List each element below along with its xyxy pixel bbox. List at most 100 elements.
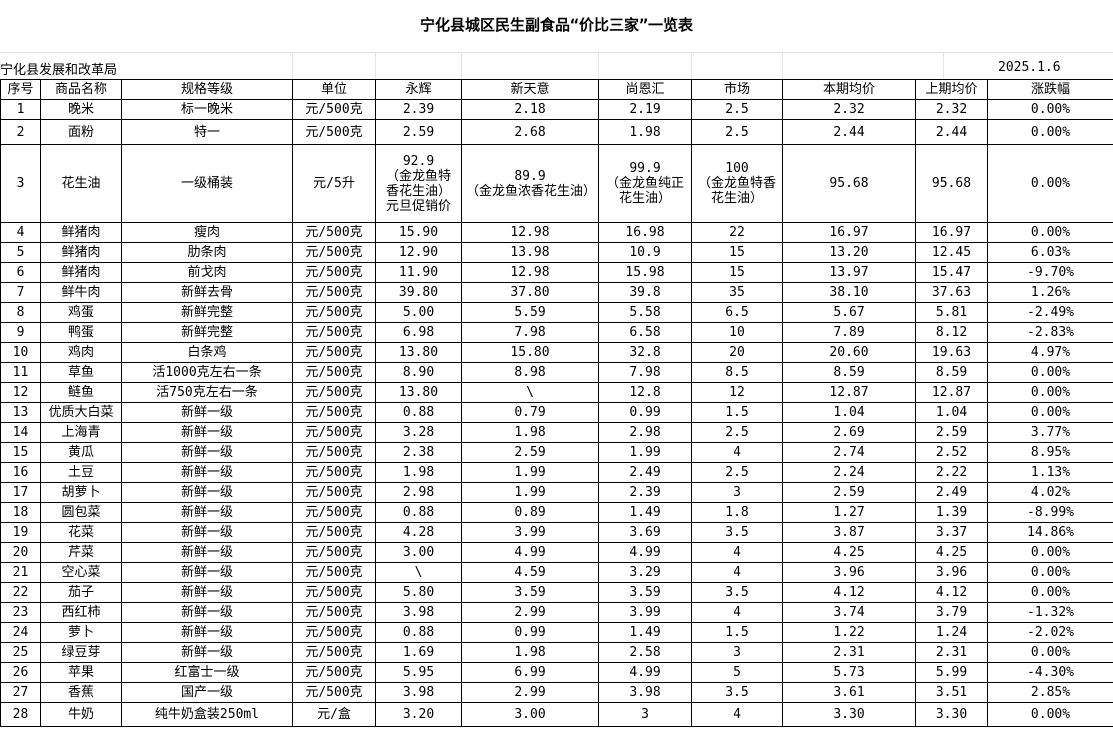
table-row: 13 优质大白菜 新鲜一级 元/500克 0.88 0.79 0.99 1.5 1.04 1.04… — [0, 402, 1113, 423]
table-cell: 2.22 — [915, 462, 988, 483]
table-cell: 3.99 — [598, 602, 692, 623]
table-cell: 11 — [0, 362, 41, 383]
table-cell: 标一晚米 — [121, 99, 293, 120]
table-cell: 2.19 — [598, 99, 692, 120]
table-cell: 22 — [691, 222, 783, 243]
table-cell: 3.51 — [915, 682, 988, 703]
table-row: 16 土豆 新鲜一级 元/500克 1.98 1.99 2.49 2.5 2.24 2.22 1.1… — [0, 462, 1113, 483]
table-cell: 89.9 （金龙鱼浓香花生油） — [461, 144, 599, 223]
table-cell: 13.20 — [782, 242, 916, 263]
table-cell: 2.68 — [461, 119, 599, 145]
table-cell: 8.59 — [915, 362, 988, 383]
table-cell: 18 — [0, 502, 41, 523]
table-cell: 12 — [691, 382, 783, 403]
table-cell: 8.5 — [691, 362, 783, 383]
table-cell: 4.97% — [987, 342, 1113, 363]
table-cell: 元/500克 — [292, 582, 376, 603]
table-cell: 3.96 — [782, 562, 916, 583]
table-cell: 19 — [0, 522, 41, 543]
table-cell: 9 — [0, 322, 41, 343]
table-cell: 胡萝卜 — [40, 482, 122, 503]
table-cell: 4 — [691, 562, 783, 583]
table-cell: 2.98 — [598, 422, 692, 443]
table-cell: 元/500克 — [292, 242, 376, 263]
table-cell: 鸭蛋 — [40, 322, 122, 343]
table-cell: 3 — [0, 144, 41, 223]
page-title: 宁化县城区民生副食品“价比三家”一览表 — [419, 16, 694, 34]
table-cell: 1.98 — [598, 119, 692, 145]
table-cell: 元/500克 — [292, 602, 376, 623]
table-cell: 4 — [691, 602, 783, 623]
table-row: 19 花菜 新鲜一级 元/500克 4.28 3.99 3.69 3.5 3.87 3.37 14.… — [0, 522, 1113, 543]
table-cell: 特一 — [121, 119, 293, 145]
table-row: 9 鸭蛋 新鲜完整 元/500克 6.98 7.98 6.58 10 7.89 8.12 -2.83… — [0, 322, 1113, 343]
table-cell: 元/5升 — [292, 144, 376, 223]
table-cell: 元/500克 — [292, 322, 376, 343]
table-cell: 8.95% — [987, 442, 1113, 463]
table-cell: 活750克左右一条 — [121, 382, 293, 403]
table-row: 6 鲜猪肉 前戈肉 元/500克 11.90 12.98 15.98 15 13.97 15.47… — [0, 262, 1113, 283]
table-cell: 1.98 — [461, 422, 599, 443]
table-cell: 活1000克左右一条 — [121, 362, 293, 383]
table-cell: 0.00% — [987, 382, 1113, 403]
table-cell: 16.97 — [782, 222, 916, 243]
table-row: 21 空心菜 新鲜一级 元/500克 \ 4.59 3.29 4 3.96 3.96 0.00% — [0, 562, 1113, 583]
table-cell: 元/500克 — [292, 262, 376, 283]
table-cell: 绿豆芽 — [40, 642, 122, 663]
table-cell: 4.12 — [782, 582, 916, 603]
table-cell: 0.00% — [987, 222, 1113, 243]
table-cell: 新鲜一级 — [121, 602, 293, 623]
table-cell: 0.00% — [987, 362, 1113, 383]
table-row: 1 晚米 标一晚米 元/500克 2.39 2.18 2.19 2.5 2.32 2.32 0.00… — [0, 99, 1113, 120]
table-cell: -4.30% — [987, 662, 1113, 683]
table-cell: 13.98 — [461, 242, 599, 263]
table-cell: 0.00% — [987, 144, 1113, 223]
table-cell: 100 （金龙鱼特香花生油） — [691, 144, 783, 223]
table-cell: 27 — [0, 682, 41, 703]
table-cell: 鲜猪肉 — [40, 242, 122, 263]
table-cell: 2.5 — [691, 462, 783, 483]
table-cell: 萝卜 — [40, 622, 122, 643]
table-cell: 3.00 — [461, 702, 599, 727]
table-cell: 7 — [0, 282, 41, 303]
table-cell: 4.28 — [375, 522, 462, 543]
table-cell: 26 — [0, 662, 41, 683]
table-cell: 新鲜一级 — [121, 582, 293, 603]
table-cell: 白条鸡 — [121, 342, 293, 363]
table-cell: 2.5 — [691, 422, 783, 443]
table-cell: 2.32 — [782, 99, 916, 120]
table-cell: 4 — [691, 442, 783, 463]
table-cell: 1.98 — [461, 642, 599, 663]
table-cell: 上海青 — [40, 422, 122, 443]
table-cell: 纯牛奶盒装250ml — [121, 702, 293, 727]
table-row: 23 西红柿 新鲜一级 元/500克 3.98 2.99 3.99 4 3.74 3.79 -1.3… — [0, 602, 1113, 623]
gridline — [943, 53, 944, 80]
table-cell: 0.88 — [375, 402, 462, 423]
column-header: 商品名称 — [40, 79, 122, 100]
table-cell: 鲜猪肉 — [40, 262, 122, 283]
column-header: 序号 — [0, 79, 41, 100]
table-cell: 鲜牛肉 — [40, 282, 122, 303]
table-cell: 元/500克 — [292, 522, 376, 543]
table-cell: 肋条肉 — [121, 242, 293, 263]
table-cell: 20.60 — [782, 342, 916, 363]
table-cell: 6.5 — [691, 302, 783, 323]
table-cell: 8 — [0, 302, 41, 323]
table-cell: 一级桶装 — [121, 144, 293, 223]
table-row: 8 鸡蛋 新鲜完整 元/500克 5.00 5.59 5.58 6.5 5.67 5.81 -2.4… — [0, 302, 1113, 323]
table-cell: 2.69 — [782, 422, 916, 443]
table-cell: 新鲜一级 — [121, 402, 293, 423]
table-cell: 14.86% — [987, 522, 1113, 543]
table-cell: 0.00% — [987, 702, 1113, 727]
table-cell: 5.73 — [782, 662, 916, 683]
table-cell: 香蕉 — [40, 682, 122, 703]
table-cell: 8.90 — [375, 362, 462, 383]
table-cell: 1.39 — [915, 502, 988, 523]
table-cell: 元/500克 — [292, 662, 376, 683]
table-cell: 2.32 — [915, 99, 988, 120]
table-cell: 新鲜一级 — [121, 562, 293, 583]
table-cell: 15.90 — [375, 222, 462, 243]
table-cell: 元/500克 — [292, 402, 376, 423]
table-cell: 3.98 — [375, 602, 462, 623]
table-cell: 3.5 — [691, 522, 783, 543]
